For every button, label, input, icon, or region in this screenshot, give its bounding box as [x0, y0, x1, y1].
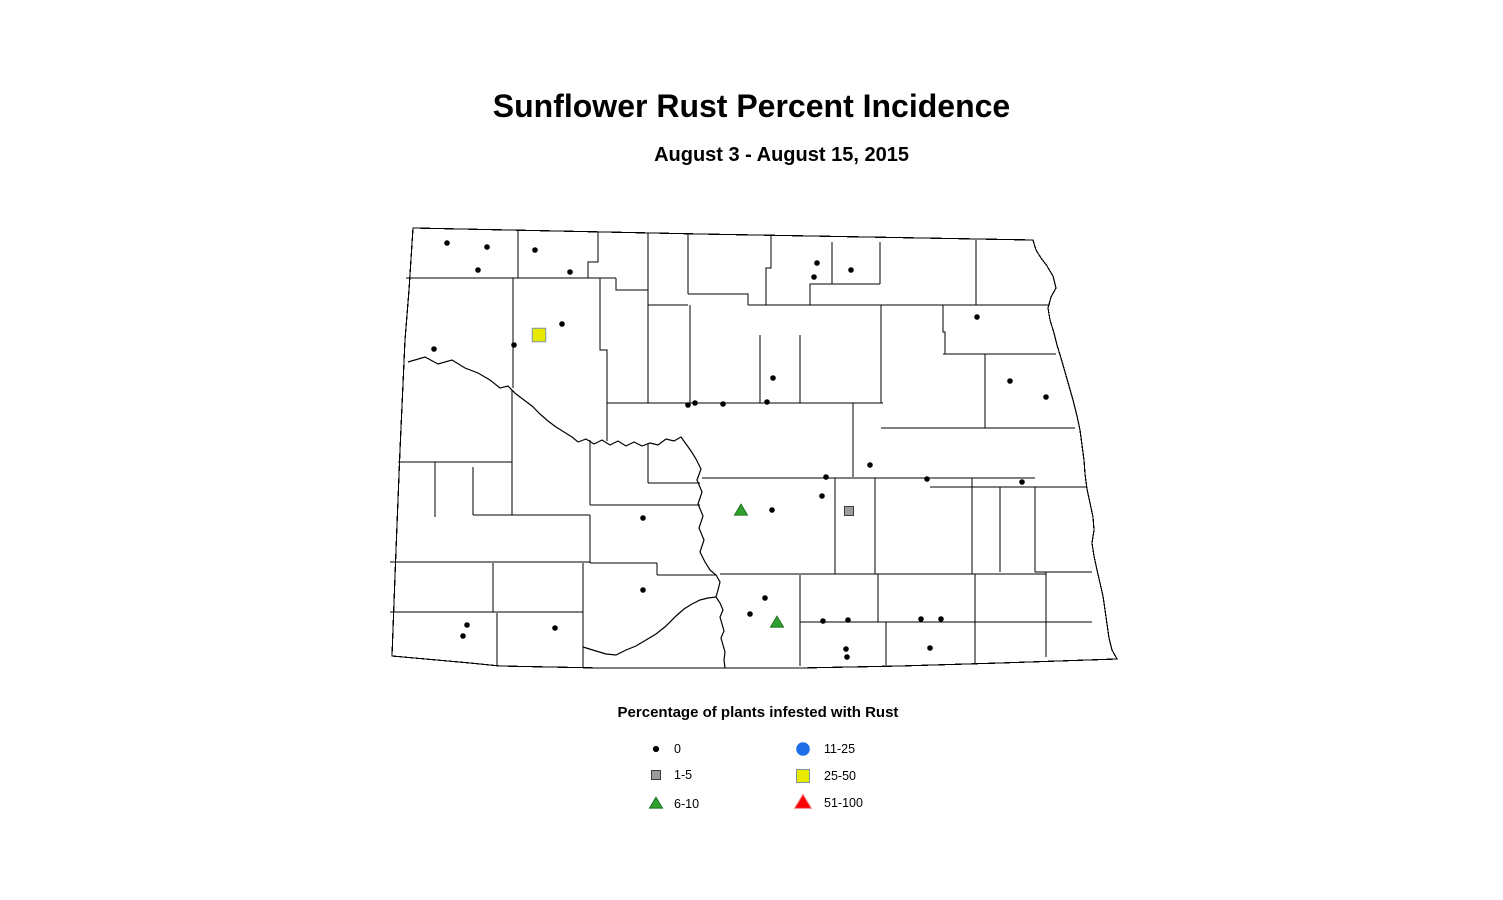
map-marker-0 [559, 321, 565, 327]
legend-title: Percentage of plants infested with Rust [617, 704, 899, 721]
map-marker-0 [843, 646, 849, 652]
map-marker-0 [823, 474, 829, 480]
legend-label-51-100: 51-100 [824, 796, 863, 810]
map-marker-0 [820, 618, 826, 624]
map-marker-0 [764, 399, 770, 405]
map-marker-0 [460, 633, 466, 639]
county-boundaries [390, 231, 1092, 667]
legend-label-0: 0 [674, 742, 681, 756]
map-marker-0 [552, 625, 558, 631]
legend-label-25-50: 25-50 [824, 769, 856, 783]
map-marker-0 [974, 314, 980, 320]
map-marker-0 [924, 476, 930, 482]
map-marker-0 [811, 274, 817, 280]
legend-symbol-11-25 [796, 742, 810, 756]
map-marker-0 [640, 587, 646, 593]
legend-item-51-100: 51-100 [789, 792, 863, 814]
map-marker-0 [532, 247, 538, 253]
legend-symbol-6-10 [648, 796, 664, 809]
state-boundary [391, 227, 1119, 669]
map-marker-0 [475, 267, 481, 273]
map-marker-6-10 [769, 615, 785, 628]
map-marker-0 [685, 402, 691, 408]
legend-item-6-10: 6-10 [642, 793, 699, 815]
map-marker-6-10 [733, 503, 749, 516]
map-marker-0 [845, 617, 851, 623]
legend-label-11-25: 11-25 [824, 742, 856, 756]
map-marker-0 [819, 493, 825, 499]
map-marker-0 [867, 462, 873, 468]
map-marker-0 [814, 260, 820, 266]
map-marker-0 [927, 645, 933, 651]
map-marker-0 [464, 622, 470, 628]
legend-symbol-1-5 [651, 770, 661, 780]
legend-symbol-25-50 [796, 769, 810, 783]
map-marker-0 [770, 375, 776, 381]
map-marker-1-5 [844, 506, 854, 516]
map-marker-0 [1019, 479, 1025, 485]
map-marker-0 [938, 616, 944, 622]
legend-item-11-25: 11-25 [789, 738, 855, 760]
map-marker-0 [511, 342, 517, 348]
map-marker-0 [844, 654, 850, 660]
map-marker-0 [640, 515, 646, 521]
legend-item-25-50: 25-50 [789, 765, 856, 787]
map-marker-0 [747, 611, 753, 617]
map-marker-0 [769, 507, 775, 513]
legend-label-1-5: 1-5 [674, 768, 693, 782]
map-marker-0 [431, 346, 437, 352]
legend-symbol-51-100 [793, 793, 813, 809]
legend-label-6-10: 6-10 [674, 797, 700, 811]
map-marker-0 [692, 400, 698, 406]
map-marker-0 [567, 269, 573, 275]
page-title: Sunflower Rust Percent Incidence [492, 88, 1011, 124]
map-marker-0 [762, 595, 768, 601]
map-marker-0 [918, 616, 924, 622]
legend-symbol-0 [652, 745, 660, 753]
map-marker-0 [848, 267, 854, 273]
map-marker-0 [720, 401, 726, 407]
legend-item-1-5: 1-5 [642, 764, 692, 786]
missouri-river [407, 356, 726, 669]
cannonball-river [582, 596, 717, 656]
map-marker-0 [1007, 378, 1013, 384]
map-marker-0 [1043, 394, 1049, 400]
map-marker-0 [484, 244, 490, 250]
map-marker-25-50 [531, 327, 547, 343]
legend-item-0: 0 [642, 738, 681, 760]
rust-incidence-markers [431, 240, 1049, 660]
map-marker-0 [444, 240, 450, 246]
page-subtitle: August 3 - August 15, 2015 [654, 144, 909, 166]
